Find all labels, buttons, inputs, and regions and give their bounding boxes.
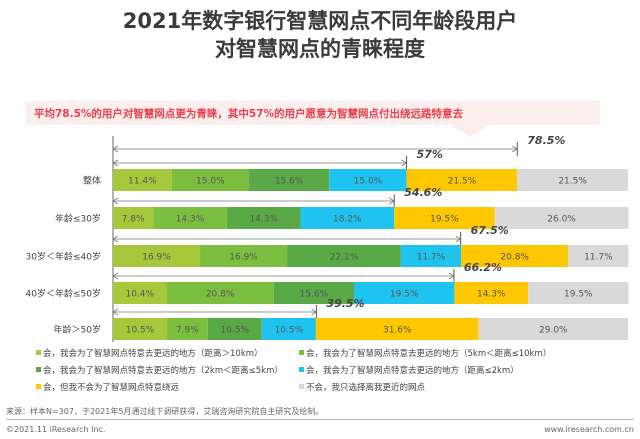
bar-segment: [287, 245, 401, 267]
data-label: 15.0%: [354, 177, 383, 187]
bar-segment: [171, 169, 249, 191]
data-label: 10.5%: [126, 326, 155, 336]
data-label: 20.8%: [500, 253, 529, 263]
data-label: 7.9%: [176, 326, 199, 336]
legend-swatch: [36, 350, 41, 355]
bar-segment: [494, 207, 629, 229]
bar-segment: [354, 282, 455, 304]
data-label: 26.0%: [547, 215, 576, 225]
data-label: 14.3%: [249, 215, 278, 225]
row-bracket-label: 66.2%: [464, 261, 502, 274]
data-label: 14.3%: [176, 215, 205, 225]
data-label: 11.7%: [417, 253, 446, 263]
bar-segment: [406, 169, 518, 191]
row-bracket-label: 57%: [417, 148, 443, 161]
data-label: 10.5%: [221, 326, 250, 336]
legend-label: 不会，我只选择离我更近的网点: [306, 382, 426, 393]
data-label: 29.0%: [539, 326, 568, 336]
bar-segment: [300, 207, 395, 229]
chart-title-line-2: 对智慧网点的青睐程度: [215, 37, 425, 61]
bar-segment: [166, 282, 274, 304]
bar-segment: [153, 207, 227, 229]
bar-segment: [517, 169, 628, 191]
data-label: 16.9%: [142, 253, 171, 263]
bar-segment: [200, 245, 288, 267]
data-label: 14.3%: [477, 290, 506, 300]
data-label: 21.5%: [448, 177, 477, 187]
data-label: 19.5%: [390, 290, 419, 300]
row-bracket-label: 54.6%: [404, 186, 442, 199]
data-label: 10.4%: [125, 290, 154, 300]
bar-segment: [113, 245, 201, 267]
overall-bracket-label: 78.5%: [527, 134, 565, 147]
callout-text: 平均78.5%的用户对智慧网点更为青睐，其中57%的用户愿意为智慧网点付出绕远路…: [34, 107, 464, 120]
category-label: 年龄＞50岁: [54, 324, 101, 336]
bar-segment: [454, 282, 529, 304]
row-bracket-label: 39.5%: [326, 297, 364, 310]
bar-segment: [400, 245, 462, 267]
data-label: 20.8%: [206, 290, 235, 300]
bar-segment: [248, 169, 330, 191]
bar-segment: [113, 282, 167, 304]
bar-segment: [167, 318, 208, 340]
bar-segment: [226, 207, 301, 229]
data-label: 15.6%: [275, 177, 304, 187]
bar-segment: [528, 282, 629, 304]
data-label: 15.0%: [196, 177, 225, 187]
data-label: 31.6%: [383, 326, 412, 336]
legend-label: 会，我会为了智慧网点特意去更远的地方（距离≤2km）: [306, 365, 519, 376]
bar-segment: [315, 318, 479, 340]
bar-segment: [261, 318, 316, 340]
category-label: 30岁＜年龄≤40岁: [26, 251, 101, 263]
legend-label: 会，我会为了智慧网点特意去更远的地方（2km＜距离≤5km）: [43, 365, 283, 376]
bar-segment: [207, 318, 262, 340]
legend-label: 会，我会为了智慧网点特意去更远的地方（距离＞10km）: [43, 348, 263, 359]
legend-swatch: [299, 384, 304, 389]
legend-swatch: [299, 350, 304, 355]
source-note: 来源：样本N=307，于2021年5月通过线下调研获得，艾瑞咨询研究院自主研究及…: [6, 407, 324, 416]
bar-segment: [394, 207, 495, 229]
data-label: 11.4%: [128, 177, 157, 187]
website: www.iresearch.com.cn: [544, 425, 634, 434]
data-label: 11.7%: [584, 253, 613, 263]
category-label: 40岁＜年龄≤50岁: [26, 288, 101, 300]
category-label: 年龄≤30岁: [55, 213, 101, 225]
bar-segment: [113, 318, 168, 340]
data-label: 16.9%: [229, 253, 258, 263]
data-label: 19.5%: [564, 290, 593, 300]
data-label: 10.5%: [275, 326, 304, 336]
bar-segment: [478, 318, 628, 340]
bar-segment: [113, 207, 154, 229]
category-label: 整体: [83, 175, 101, 187]
legend-label: 会，我会为了智慧网点特意去更远的地方（5km＜距离≤10km）: [306, 348, 551, 359]
legend-swatch: [299, 367, 304, 372]
footer-divider: [6, 419, 634, 420]
callout-box: [26, 101, 600, 137]
bar-segment: [329, 169, 407, 191]
data-label: 7.8%: [122, 215, 145, 225]
bar-segment: [113, 169, 172, 191]
data-label: 18.2%: [333, 215, 362, 225]
data-label: 15.6%: [300, 290, 329, 300]
bar-segment: [273, 282, 355, 304]
chart-title-line-1: 2021年数字银行智慧网点不同年龄段用户: [122, 9, 518, 33]
data-label: 22.1%: [330, 253, 359, 263]
row-bracket-label: 67.5%: [471, 224, 509, 237]
copyright: ©2021.11 iResearch Inc.: [6, 425, 106, 434]
bar-segment: [568, 245, 629, 267]
legend-swatch: [36, 384, 41, 389]
data-label: 21.5%: [558, 177, 587, 187]
bar-segment: [461, 245, 569, 267]
data-label: 19.5%: [430, 215, 459, 225]
legend-label: 会，但我不会为了智慧网点特意绕远: [43, 382, 180, 393]
legend-swatch: [36, 367, 41, 372]
